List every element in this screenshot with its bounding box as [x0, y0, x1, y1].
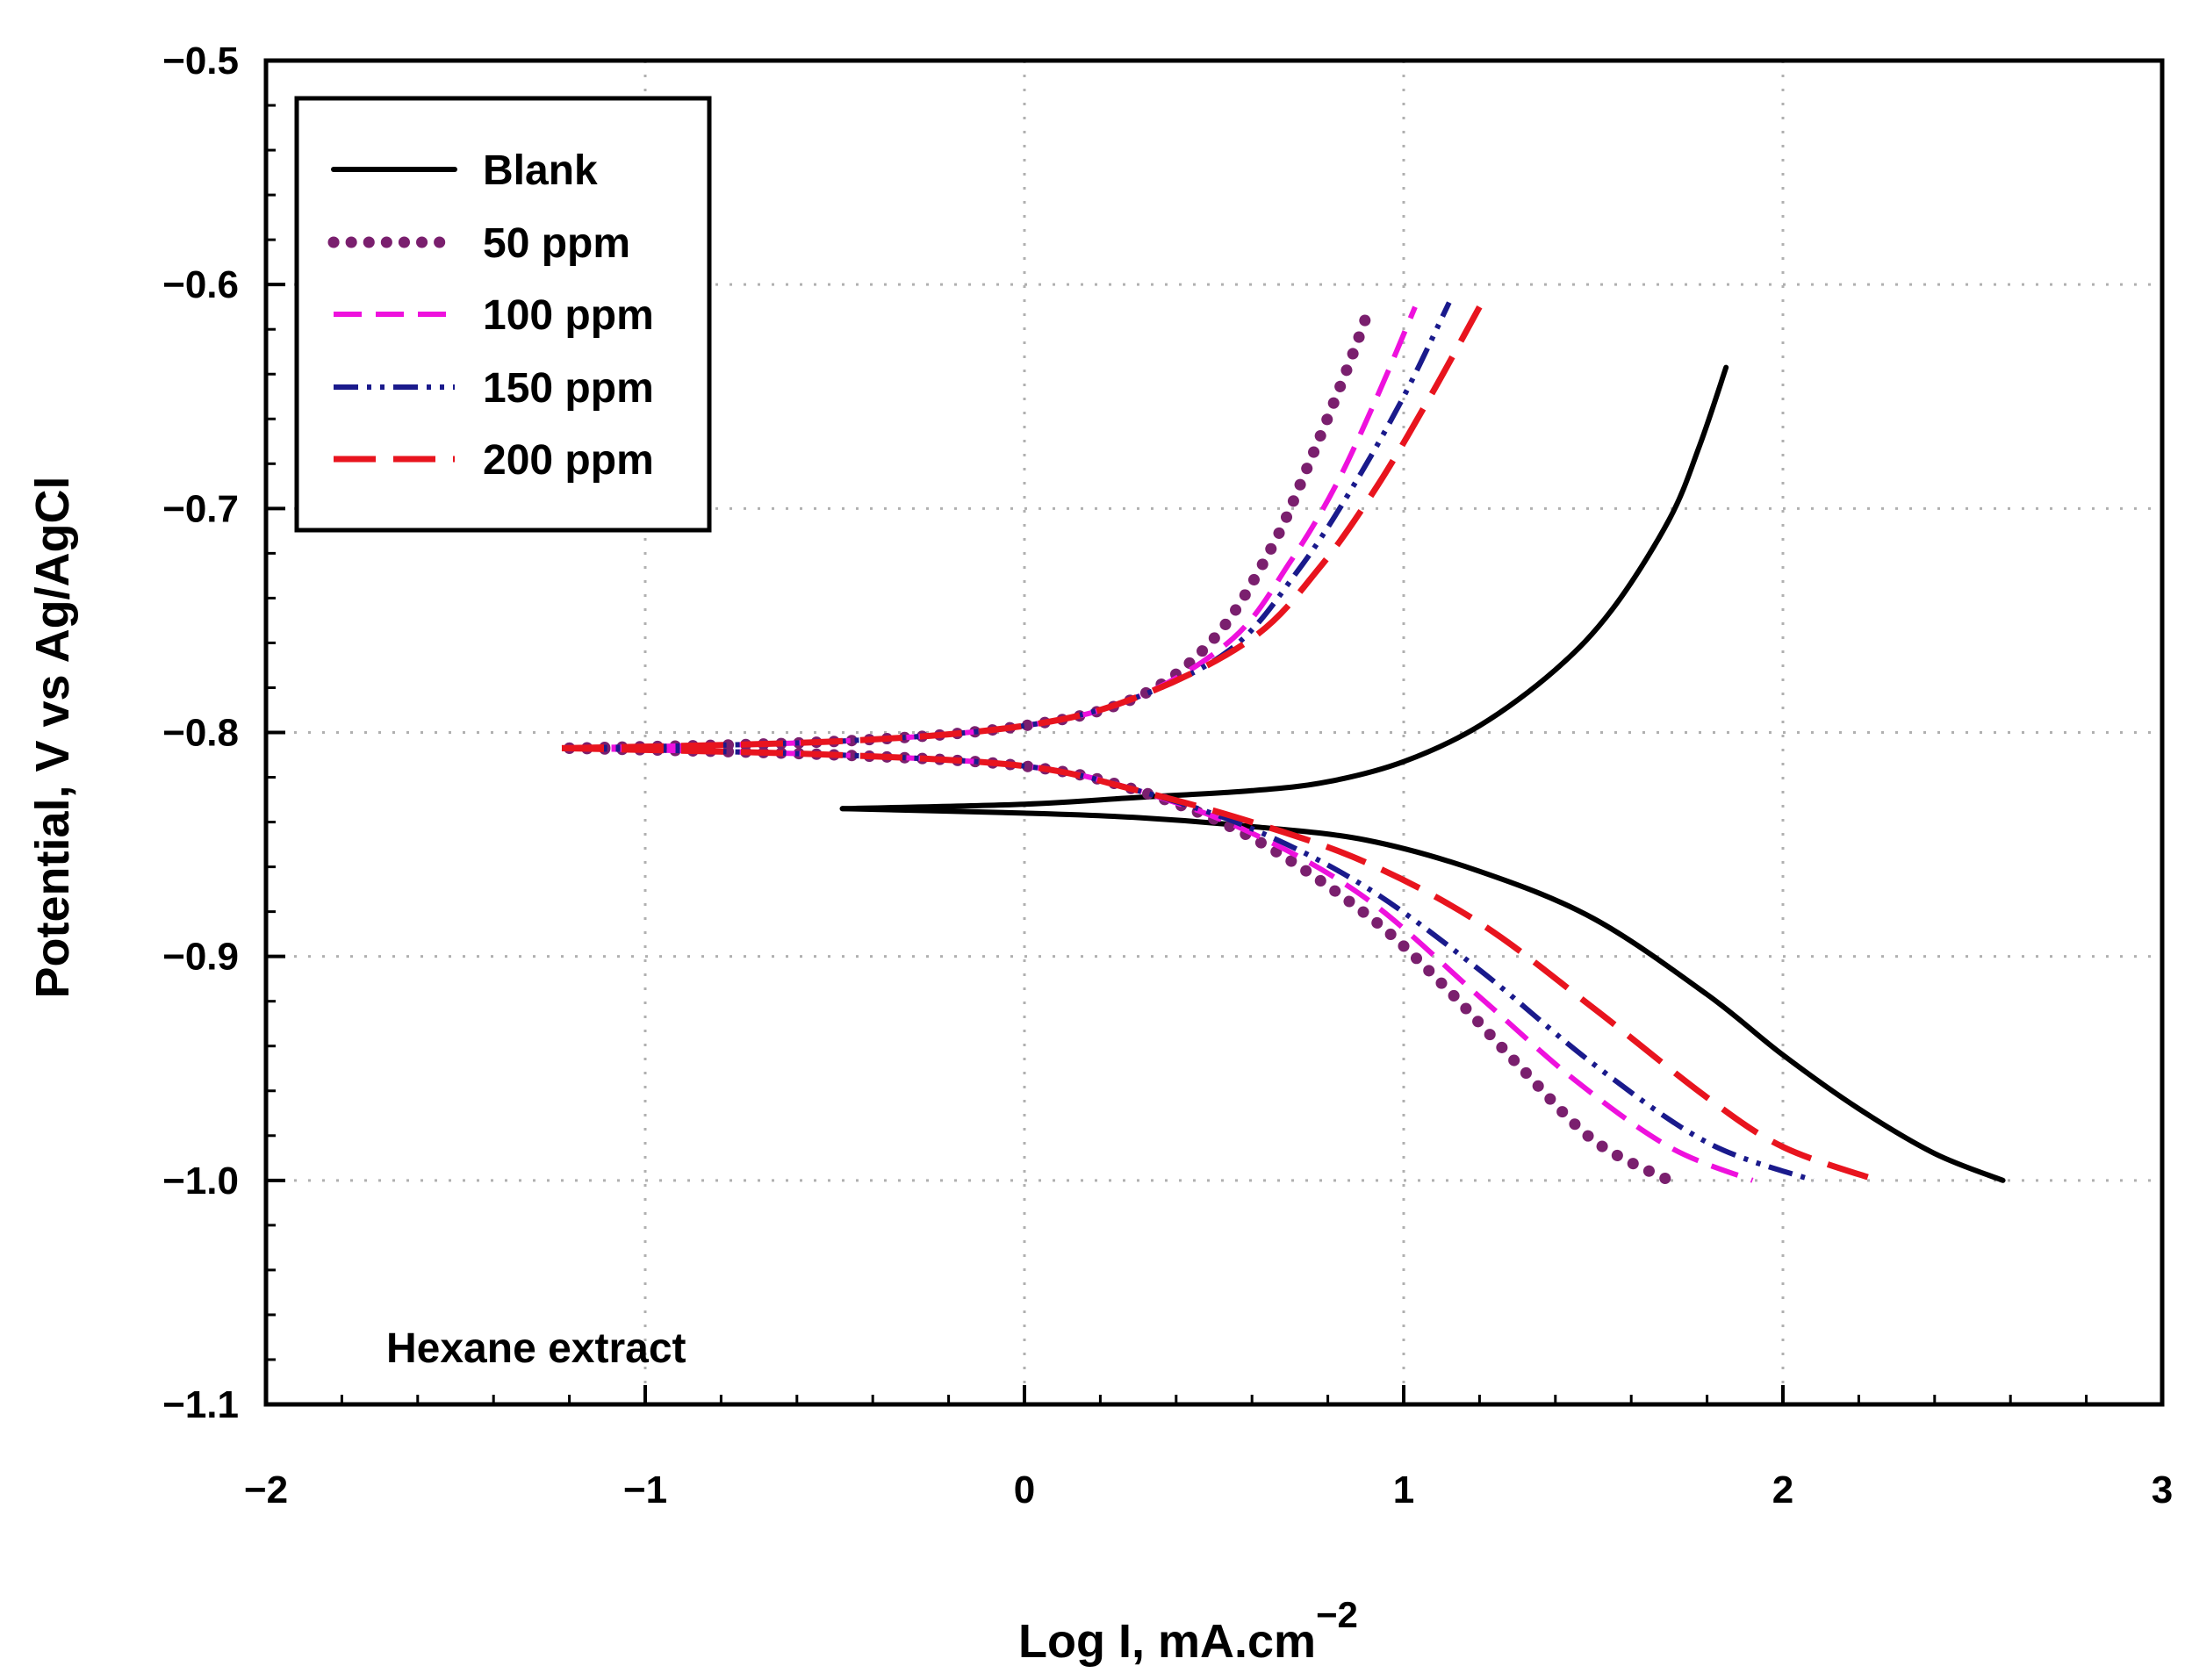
x-tick-label: 3	[2152, 1468, 2173, 1511]
legend-label-50-ppm: 50 ppm	[483, 220, 630, 267]
legend-label-200-ppm: 200 ppm	[483, 437, 654, 484]
x-tick-label: −2	[244, 1468, 288, 1511]
x-axis-title: Log I, mA.cm−2	[1018, 1594, 1358, 1668]
x-tick-label: 1	[1393, 1468, 1414, 1511]
series-layer	[561, 301, 2006, 1187]
x-axis-title-main: Log I, mA.cm	[1018, 1615, 1316, 1668]
x-tick-label: −1	[623, 1468, 667, 1511]
x-tick-label: 0	[1014, 1468, 1035, 1511]
series-line-200-ppm-cathodic	[561, 744, 1879, 1184]
y-tick-label: −0.5	[162, 39, 239, 83]
y-axis-title: Potential, V vs Ag/AgCl	[26, 476, 79, 998]
series-line-blank-cathodic	[839, 806, 2006, 1183]
y-tick-label: −1.1	[162, 1383, 239, 1426]
legend-label-100-ppm: 100 ppm	[483, 292, 654, 339]
legend-label-150-ppm: 150 ppm	[483, 365, 654, 412]
y-tick-label: −0.9	[162, 936, 239, 979]
y-tick-label: −1.0	[162, 1159, 239, 1203]
y-tick-label: −0.7	[162, 487, 239, 530]
x-tick-label: 2	[1772, 1468, 1793, 1511]
series-line-100-ppm-cathodic	[569, 745, 1754, 1183]
hexane-extract-annotation: Hexane extract	[386, 1325, 686, 1372]
series-line-blank-anodic	[839, 364, 1729, 812]
legend: Blank 50 ppm 100 ppm 150 ppm 200 ppm	[294, 96, 712, 533]
x-tick-labels: −2 −1 0 1 2 3	[244, 1468, 2173, 1511]
y-tick-label: −0.8	[162, 712, 239, 755]
legend-label-blank: Blank	[483, 147, 598, 194]
y-tick-labels: −0.5 −0.6 −0.7 −0.8 −0.9 −1.0 −1.1	[162, 39, 239, 1426]
series-line-50-ppm-cathodic	[564, 742, 1675, 1187]
x-axis-title-superscript: −2	[1316, 1594, 1358, 1635]
series-line-150-ppm-cathodic	[569, 745, 1815, 1183]
plot-area-frame	[263, 58, 2165, 1407]
y-tick-label: −0.6	[162, 263, 239, 306]
series-line-200-ppm-anodic	[561, 305, 1483, 751]
